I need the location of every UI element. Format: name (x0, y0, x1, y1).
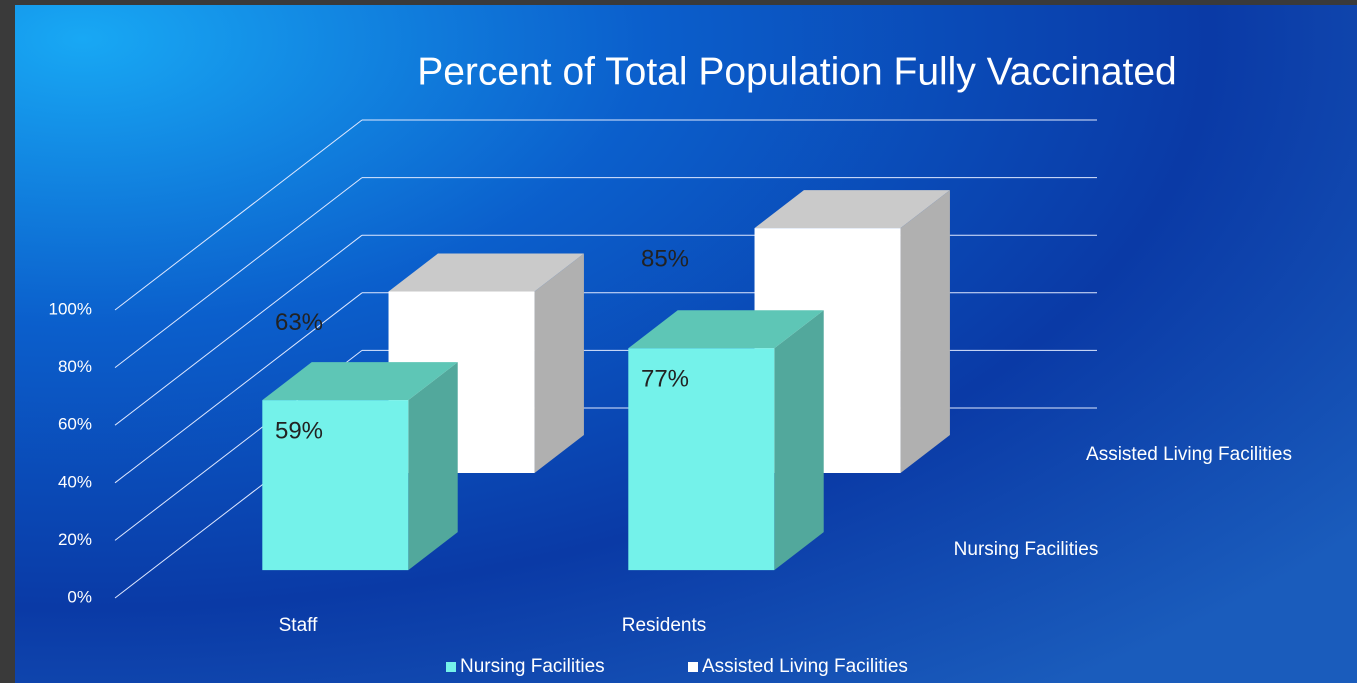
chart-title: Percent of Total Population Fully Vaccin… (417, 50, 1177, 93)
y-tick-label: 20% (58, 530, 92, 549)
y-tick-label: 80% (58, 357, 92, 376)
depth-label: Nursing Facilities (954, 539, 1099, 560)
legend-swatch (688, 662, 698, 672)
bar-side (534, 253, 584, 473)
y-tick-label: 100% (49, 299, 92, 318)
x-tick-label: Staff (279, 615, 318, 636)
x-tick-label: Residents (622, 615, 707, 636)
bar-side (774, 310, 824, 571)
side-grid-line (114, 119, 363, 311)
depth-label: Assisted Living Facilities (1086, 444, 1292, 465)
data-label: 59% (275, 417, 323, 444)
bar-side (900, 190, 950, 473)
data-label: 85% (641, 246, 689, 273)
data-label: 63% (275, 309, 323, 336)
legend-label: Nursing Facilities (460, 656, 605, 677)
bar-front (628, 348, 775, 571)
bar-front (262, 400, 409, 571)
y-tick-label: 60% (58, 415, 92, 434)
bar-top (262, 362, 458, 401)
y-tick-label: 0% (67, 587, 92, 606)
bar-side (408, 362, 458, 571)
bar-top (388, 253, 584, 292)
legend-swatch (446, 662, 456, 672)
side-grid-line (114, 292, 363, 484)
side-grid-line (114, 234, 363, 426)
legend-label: Assisted Living Facilities (702, 656, 908, 677)
bar-top (754, 190, 950, 229)
bar-top (628, 310, 824, 349)
y-tick-label: 40% (58, 472, 92, 491)
side-grid-line (114, 177, 363, 368)
data-label: 77% (641, 366, 689, 393)
